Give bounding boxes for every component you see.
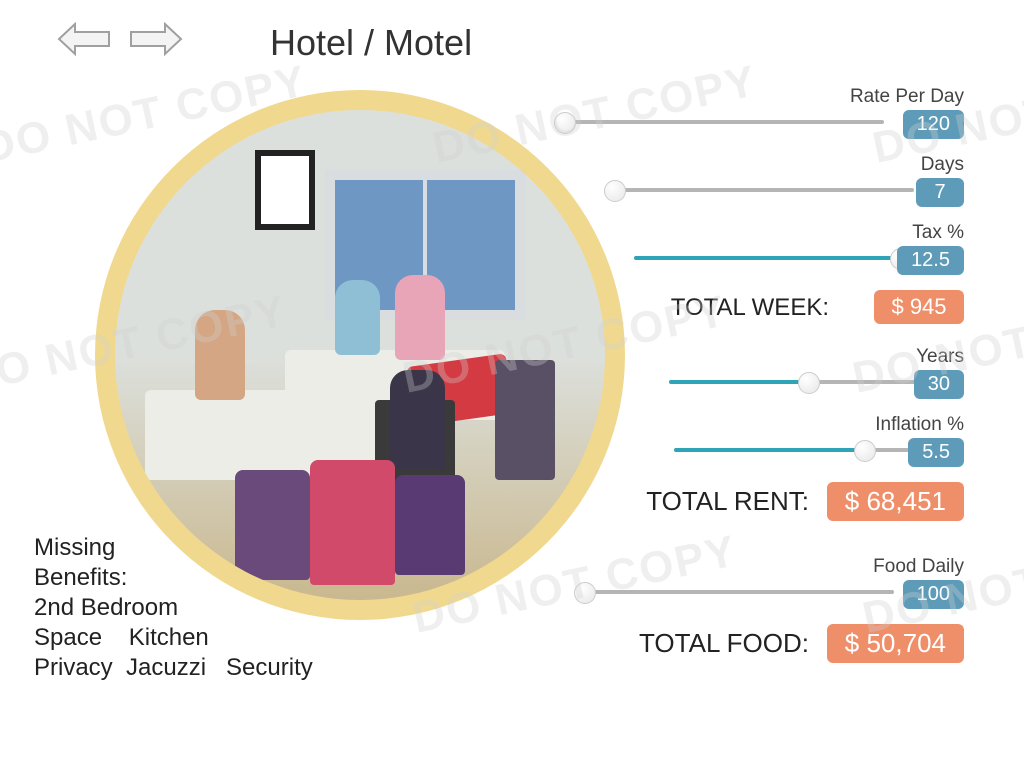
total-value: $ 68,451 (827, 482, 964, 521)
slider-label: Tax % (912, 222, 964, 244)
benefits-subheading: Benefits: (34, 563, 313, 593)
total-week-row: TOTAL WEEK: $ 945 (504, 290, 964, 336)
total-value: $ 945 (874, 290, 964, 324)
total-rent-row: TOTAL RENT: $ 68,451 (504, 482, 964, 528)
slider-thumb[interactable] (798, 372, 820, 394)
inflation-pct-slider[interactable]: Inflation % 5.5 (504, 414, 964, 472)
food-daily-slider[interactable]: Food Daily 100 (504, 556, 964, 614)
benefits-line: Privacy Jacuzzi Security (34, 653, 313, 683)
years-slider[interactable]: Years 30 (504, 346, 964, 404)
back-arrow-button[interactable] (55, 18, 115, 60)
slider-thumb[interactable] (854, 440, 876, 462)
benefits-line: Space Kitchen (34, 623, 313, 653)
days-slider[interactable]: Days 7 (504, 154, 964, 212)
value-pill: 30 (914, 370, 964, 399)
total-label: TOTAL RENT: (646, 486, 809, 517)
benefits-heading: Missing (34, 533, 313, 563)
tax-pct-slider[interactable]: Tax % 12.5 (504, 222, 964, 280)
slider-label: Inflation % (875, 414, 964, 436)
value-pill: 100 (903, 580, 964, 609)
slider-label: Food Daily (873, 556, 964, 578)
slider-thumb[interactable] (574, 582, 596, 604)
slider-label: Days (921, 154, 964, 176)
total-label: TOTAL WEEK: (671, 294, 829, 322)
benefits-line: 2nd Bedroom (34, 593, 313, 623)
total-label: TOTAL FOOD: (639, 628, 809, 659)
value-pill: 12.5 (897, 246, 964, 275)
missing-benefits-block: Missing Benefits: 2nd Bedroom Space Kitc… (34, 533, 313, 683)
value-pill: 120 (903, 110, 964, 139)
rate-per-day-slider[interactable]: Rate Per Day 120 (504, 86, 964, 144)
slider-thumb[interactable] (554, 112, 576, 134)
value-pill: 5.5 (908, 438, 964, 467)
slider-label: Rate Per Day (850, 86, 964, 108)
slider-label: Years (916, 346, 964, 368)
total-food-row: TOTAL FOOD: $ 50,704 (504, 624, 964, 670)
total-value: $ 50,704 (827, 624, 964, 663)
forward-arrow-button[interactable] (125, 18, 185, 60)
slider-thumb[interactable] (604, 180, 626, 202)
page-title: Hotel / Motel (270, 22, 472, 64)
value-pill: 7 (916, 178, 964, 207)
